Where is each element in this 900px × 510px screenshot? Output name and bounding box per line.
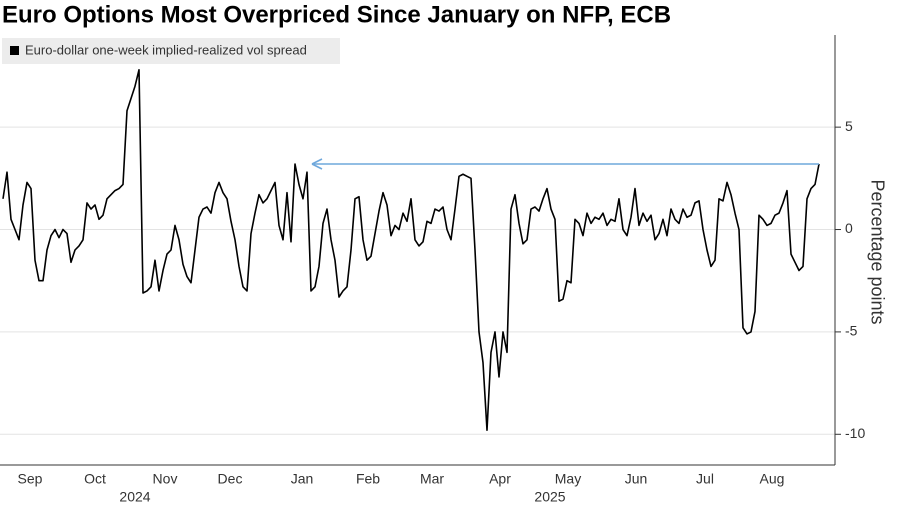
year-label: 2024 [119, 489, 150, 505]
x-tick-label: Jun [625, 471, 648, 487]
y-tick-label: 5 [845, 118, 853, 134]
annotation-arrowhead [311, 158, 323, 170]
x-tick-label: Jul [696, 471, 714, 487]
x-tick-label: Apr [489, 471, 511, 487]
y-tick-label: -5 [845, 323, 858, 339]
x-tick-label: Aug [760, 471, 785, 487]
x-tick-label: Nov [153, 471, 178, 487]
x-tick-label: Dec [218, 471, 243, 487]
legend-swatch [10, 46, 19, 55]
y-axis-label: Percentage points [867, 179, 887, 324]
x-tick-label: Feb [356, 471, 380, 487]
x-tick-label: Oct [84, 471, 106, 487]
x-tick-label: Mar [420, 471, 444, 487]
legend-label: Euro-dollar one-week implied-realized vo… [25, 42, 307, 57]
legend-box [2, 38, 340, 64]
chart-title: Euro Options Most Overpriced Since Janua… [2, 1, 671, 28]
x-tick-label: Sep [18, 471, 43, 487]
x-tick-label: Jan [291, 471, 314, 487]
y-tick-label: -10 [845, 425, 865, 441]
series-line [2, 69, 820, 431]
y-tick-label: 0 [845, 220, 853, 236]
x-tick-label: May [555, 471, 581, 487]
year-label: 2025 [534, 489, 565, 505]
